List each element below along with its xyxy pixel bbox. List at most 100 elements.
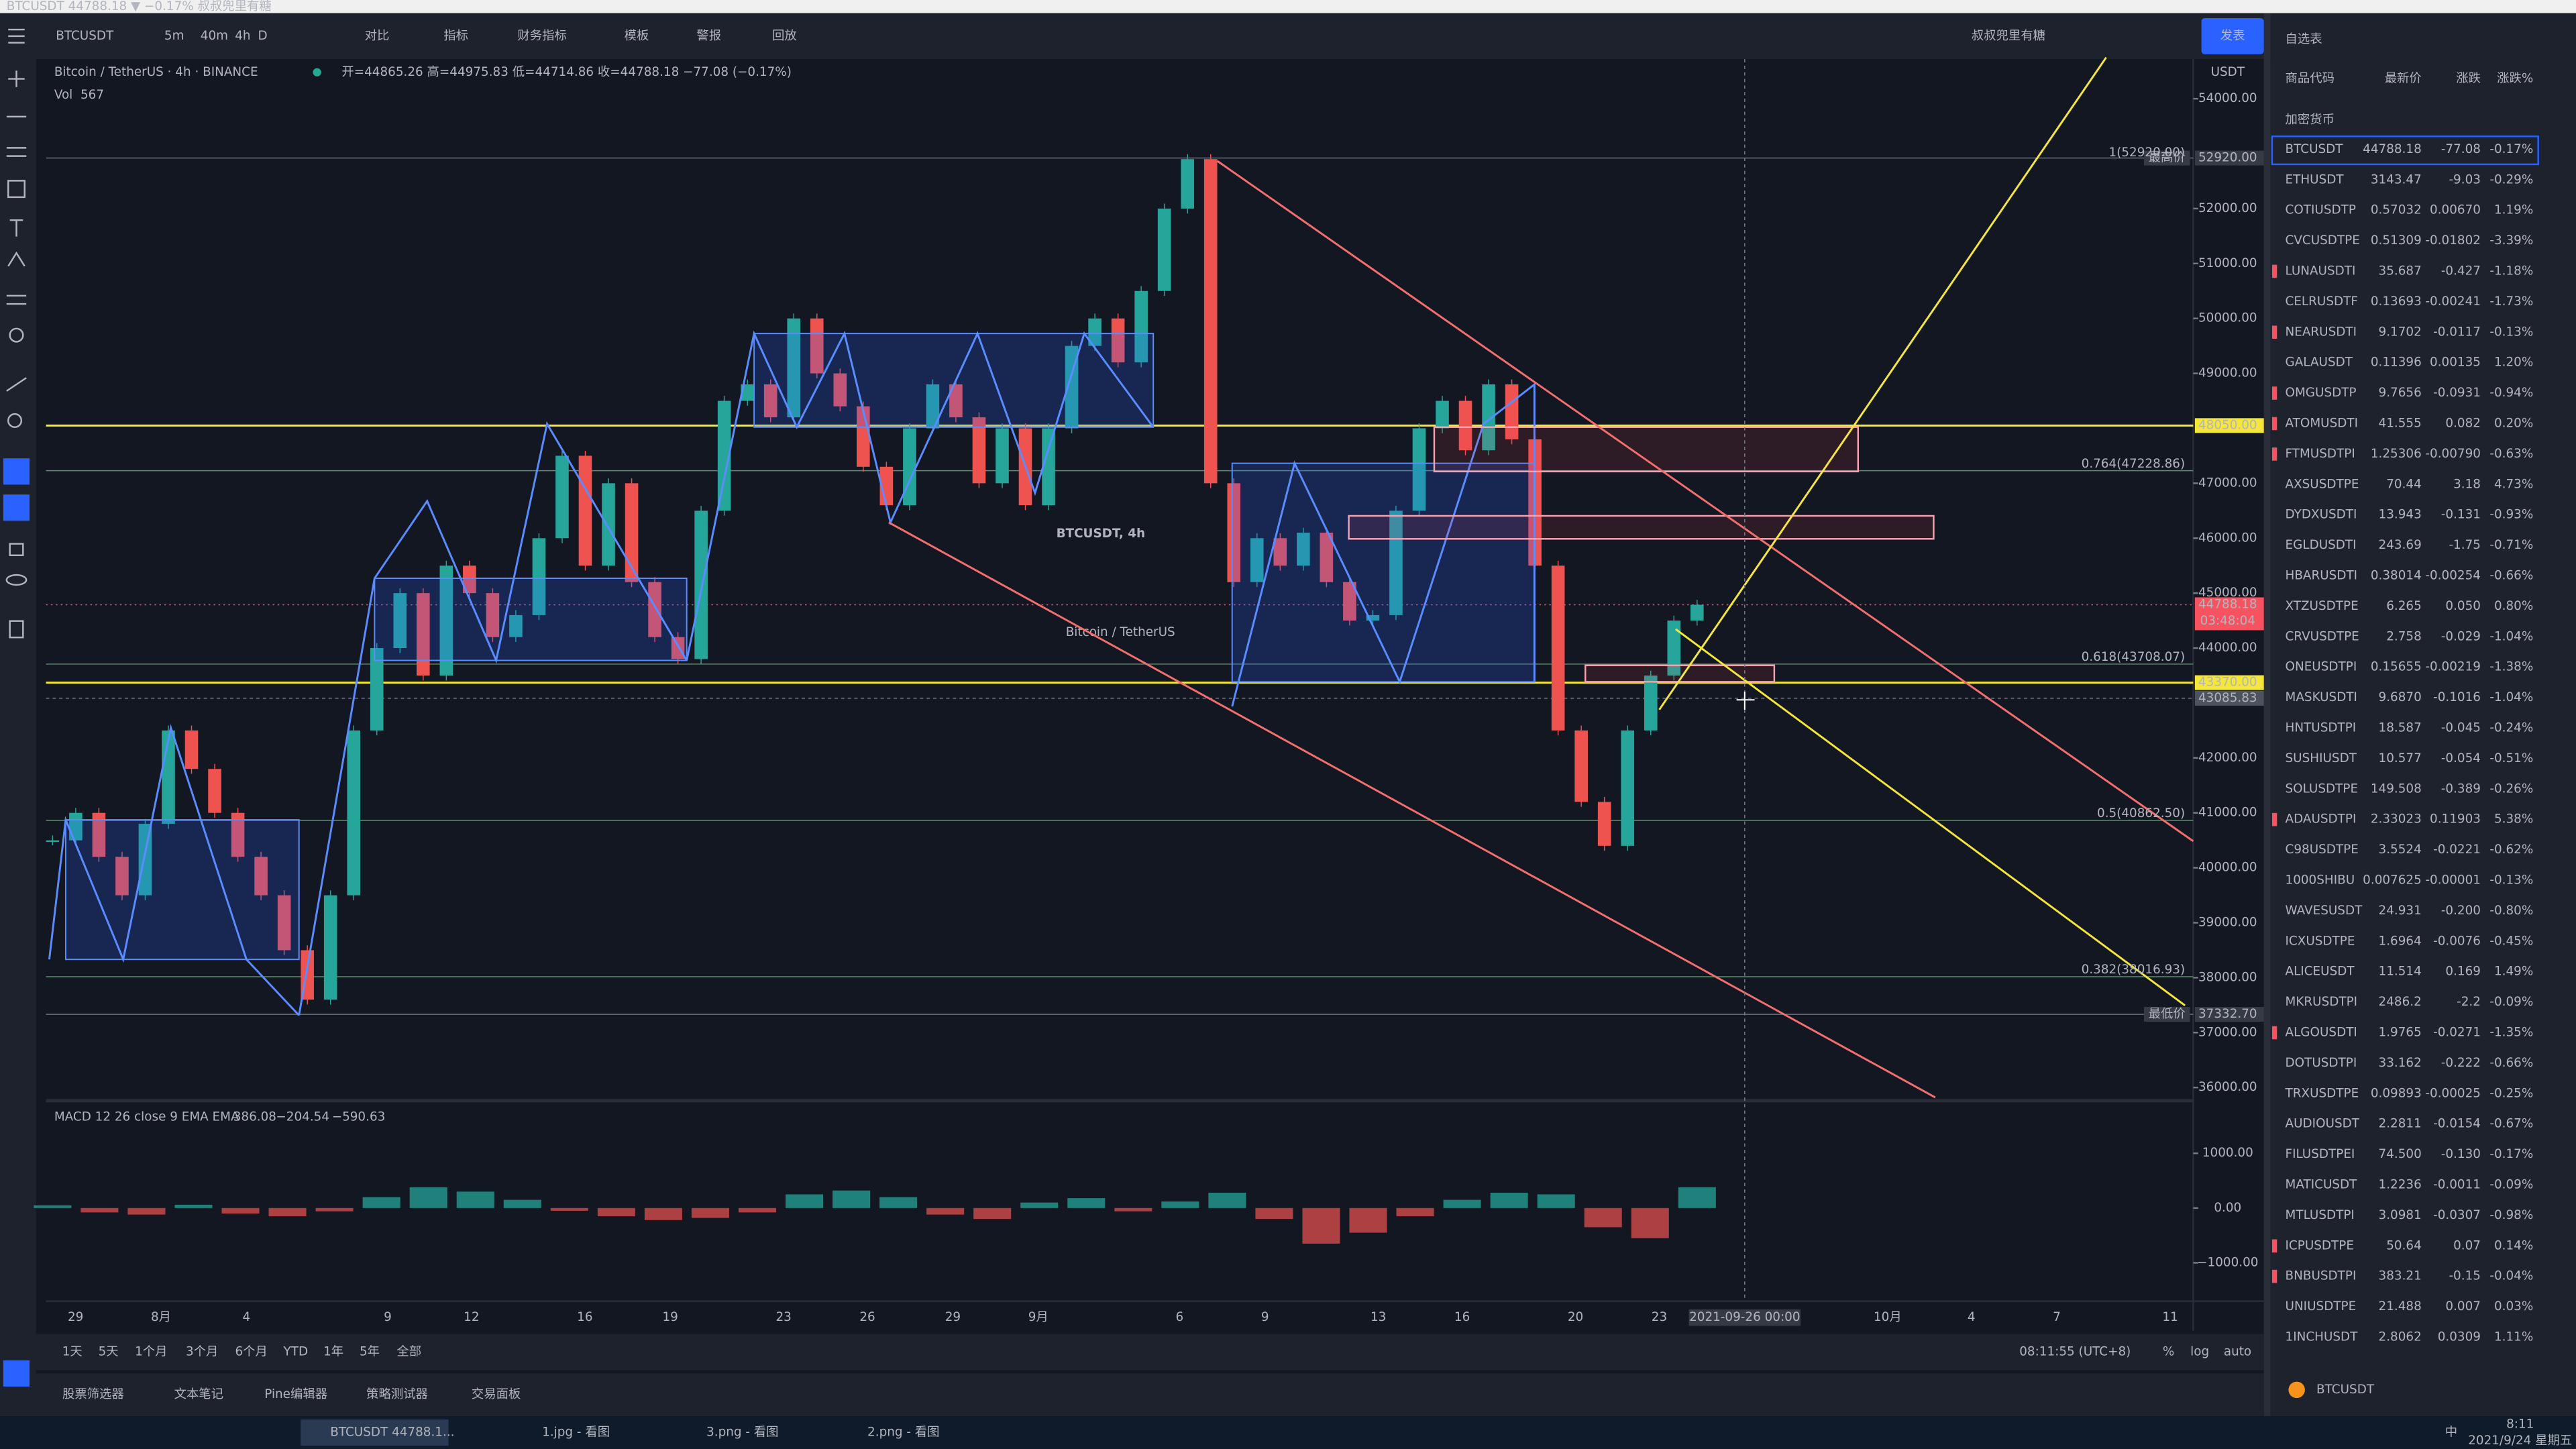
publish-label[interactable]: 发表	[2220, 29, 2245, 43]
row-change: -0.054	[2441, 751, 2481, 765]
x-tick-label: 23	[1652, 1310, 1667, 1324]
row-symbol[interactable]: MTLUSDTPI	[2286, 1208, 2355, 1222]
range-button[interactable]: YTD	[283, 1345, 309, 1359]
volume-value: 567	[80, 88, 104, 102]
layout-name[interactable]: 叔叔兜里有糖	[1972, 29, 2045, 43]
row-last: 1.2236	[2379, 1177, 2422, 1191]
row-symbol[interactable]: AUDIOUSDT	[2286, 1117, 2360, 1131]
range-button[interactable]: 6个月	[235, 1345, 267, 1359]
macd-bar	[644, 1208, 682, 1220]
row-symbol[interactable]: 1INCHUSDT	[2286, 1330, 2359, 1344]
range-button[interactable]: 1天	[62, 1345, 83, 1359]
row-symbol[interactable]: BNBUSDTPI	[2286, 1269, 2357, 1283]
interval-button[interactable]: 40m	[201, 29, 228, 43]
range-button[interactable]: 1年	[323, 1345, 343, 1359]
taskbar-app[interactable]	[301, 1419, 449, 1446]
row-symbol[interactable]: FILUSDTPEI	[2286, 1147, 2355, 1161]
row-symbol[interactable]: EGLDUSDTI	[2286, 538, 2357, 552]
row-last: 10.577	[2379, 751, 2422, 765]
window-title: BTCUSDT 44788.18 ▼ −0.17% 叔叔兜里有糖	[7, 0, 272, 13]
bottom-tab[interactable]: 文本笔记	[174, 1387, 223, 1401]
scale-option[interactable]: %	[2163, 1345, 2174, 1359]
interval-button[interactable]: 4h	[235, 29, 250, 43]
symbol-input[interactable]: BTCUSDT	[56, 29, 114, 43]
macd-bar	[597, 1208, 635, 1217]
row-symbol[interactable]: HNTUSDTPI	[2286, 720, 2357, 735]
scale-option[interactable]: auto	[2224, 1345, 2251, 1359]
scale-option[interactable]: log	[2190, 1345, 2209, 1359]
row-symbol[interactable]: MATICUSDT	[2286, 1177, 2358, 1191]
toolbar-button[interactable]: 对比	[365, 29, 390, 43]
row-symbol[interactable]: CELRUSDTF	[2286, 294, 2358, 309]
row-symbol[interactable]: SUSHIUSDT	[2286, 751, 2357, 765]
row-symbol[interactable]: MASKUSDTI	[2286, 690, 2357, 704]
row-last: 33.162	[2379, 1056, 2422, 1070]
row-symbol[interactable]: OMGUSDTP	[2286, 386, 2357, 400]
row-symbol[interactable]: WAVESUSDT	[2286, 904, 2363, 918]
row-symbol[interactable]: CVCUSDTPE	[2286, 233, 2360, 248]
row-change-pct: -0.09%	[2489, 1177, 2533, 1191]
range-button[interactable]: 5年	[360, 1345, 380, 1359]
macd-bar	[315, 1208, 354, 1212]
bottom-tab[interactable]: 交易面板	[472, 1387, 521, 1401]
row-change-pct: -0.17%	[2489, 1147, 2533, 1161]
candle	[1690, 604, 1704, 621]
row-symbol[interactable]: AXSUSDTPE	[2286, 477, 2359, 491]
row-symbol[interactable]: FTMUSDTPI	[2286, 447, 2355, 461]
row-symbol[interactable]: ONEUSDTPI	[2286, 660, 2357, 674]
row-symbol[interactable]: C98USDTPE	[2286, 843, 2359, 857]
legend-title: Bitcoin / TetherUS · 4h · BINANCE	[54, 65, 258, 79]
taskbar-date: 2021/9/24 星期五	[2468, 1434, 2572, 1448]
row-change-pct: 0.20%	[2494, 416, 2533, 430]
candle	[578, 455, 592, 566]
range-box	[753, 333, 1155, 428]
row-symbol[interactable]: NEARUSDTI	[2286, 325, 2357, 339]
row-symbol[interactable]: 1000SHIBU	[2286, 873, 2355, 887]
row-last: 3143.47	[2371, 172, 2422, 186]
bottom-tab[interactable]: 股票筛选器	[62, 1387, 124, 1401]
row-symbol[interactable]: TRXUSDTPE	[2285, 1086, 2359, 1100]
row-symbol[interactable]: XTZUSDTPE	[2286, 599, 2359, 613]
row-symbol[interactable]: ADAUSDTPI	[2286, 812, 2357, 826]
row-symbol[interactable]: ICXUSDTPE	[2286, 934, 2355, 948]
row-symbol[interactable]: COTIUSDTP	[2286, 203, 2356, 217]
row-symbol[interactable]: SOLUSDTPE	[2286, 782, 2359, 796]
row-symbol[interactable]: DOTUSDTPI	[2286, 1056, 2357, 1070]
row-symbol[interactable]: LUNAUSDTI	[2286, 264, 2356, 278]
row-symbol[interactable]: ALICEUSDT	[2286, 965, 2355, 979]
row-last: 0.007625	[2363, 873, 2422, 887]
row-symbol[interactable]: CRVUSDTPE	[2286, 629, 2359, 643]
toolbar-button[interactable]: 模板	[625, 29, 649, 43]
toolbar-button[interactable]: 财务指标	[517, 29, 566, 43]
row-symbol[interactable]: HBARUSDTI	[2286, 568, 2358, 582]
row-change-pct: -0.93%	[2489, 508, 2533, 522]
watchlist-title[interactable]: 自选表	[2286, 32, 2322, 46]
range-button[interactable]: 5天	[99, 1345, 119, 1359]
row-change-pct: -1.04%	[2489, 629, 2533, 643]
toolbar-button[interactable]: 指标	[443, 29, 468, 43]
interval-button[interactable]: D	[258, 29, 267, 43]
row-change-pct: -0.29%	[2489, 172, 2533, 186]
interval-button[interactable]: 5m	[164, 29, 184, 43]
row-symbol[interactable]: GALAUSDT	[2286, 356, 2353, 370]
row-symbol[interactable]: MKRUSDTPI	[2286, 995, 2358, 1009]
row-symbol[interactable]: DYDXUSDTI	[2286, 508, 2357, 522]
range-button[interactable]: 3个月	[186, 1345, 218, 1359]
row-symbol[interactable]: UNIUSDTPE	[2286, 1299, 2357, 1313]
range-button[interactable]: 全部	[396, 1345, 421, 1359]
row-symbol[interactable]: ICPUSDTPE	[2286, 1238, 2354, 1252]
row-symbol[interactable]: ALGOUSDTI	[2286, 1025, 2357, 1039]
macd-bar	[1020, 1202, 1059, 1208]
bottom-tab[interactable]: 策略测试器	[366, 1387, 428, 1401]
range-button[interactable]: 1个月	[135, 1345, 167, 1359]
publish-button[interactable]	[2201, 17, 2264, 54]
macd-bar	[1396, 1208, 1434, 1217]
row-symbol[interactable]: BTCUSDT	[2286, 142, 2344, 156]
toolbar-button[interactable]: 回放	[772, 29, 797, 43]
x-tick-label: 23	[775, 1310, 791, 1324]
row-symbol[interactable]: ETHUSDT	[2286, 172, 2345, 186]
bottom-tab[interactable]: Pine编辑器	[264, 1387, 327, 1401]
toolbar-button[interactable]: 警报	[696, 29, 721, 43]
row-symbol[interactable]: ATOMUSDTI	[2286, 416, 2359, 430]
row-flag	[2271, 1269, 2277, 1283]
